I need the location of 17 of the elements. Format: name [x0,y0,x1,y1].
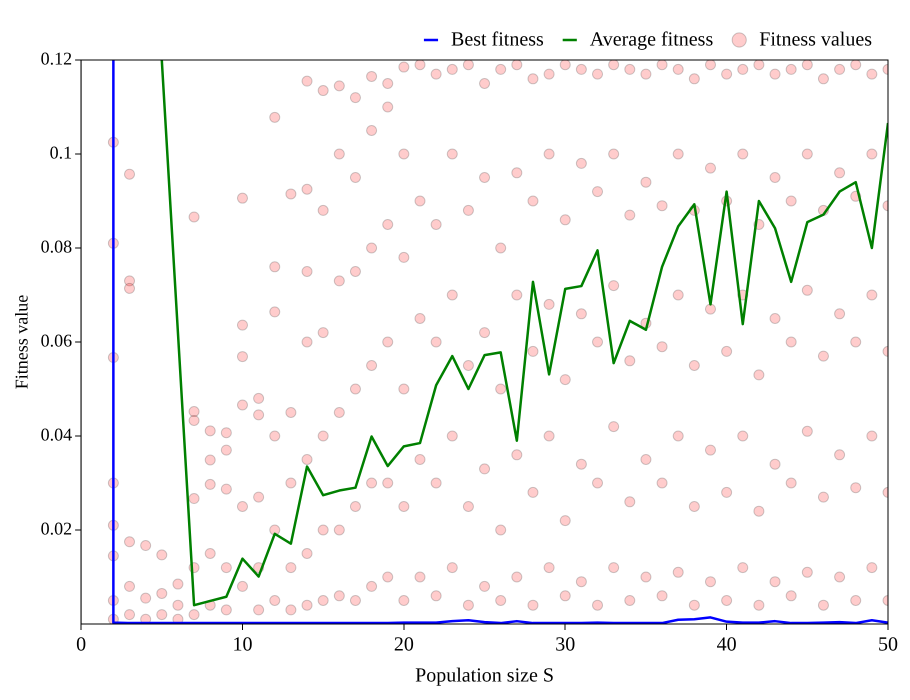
x-tick-label: 10 [232,633,252,656]
y-axis-title: Fitness value [12,294,32,390]
x-tick-label: 0 [76,633,86,656]
legend-label: Average fitness [590,28,714,50]
y-tick-label: 0.1 [50,142,72,163]
legend-label: Best fitness [450,28,544,50]
y-tick-label: 0.06 [40,330,72,351]
legend-label: Fitness values [759,28,872,50]
x-tick-label: 20 [394,633,414,656]
x-tick-label: 30 [555,633,576,656]
y-tick-label: 0.08 [40,236,72,257]
y-tick-label: 0.02 [40,518,72,539]
x-tick-label: 40 [716,633,737,656]
y-tick-label: 0.04 [40,424,72,445]
x-tick-label: 50 [878,633,898,656]
x-axis-title: Population size S [415,664,554,686]
y-tick-label: 0.12 [40,48,72,69]
